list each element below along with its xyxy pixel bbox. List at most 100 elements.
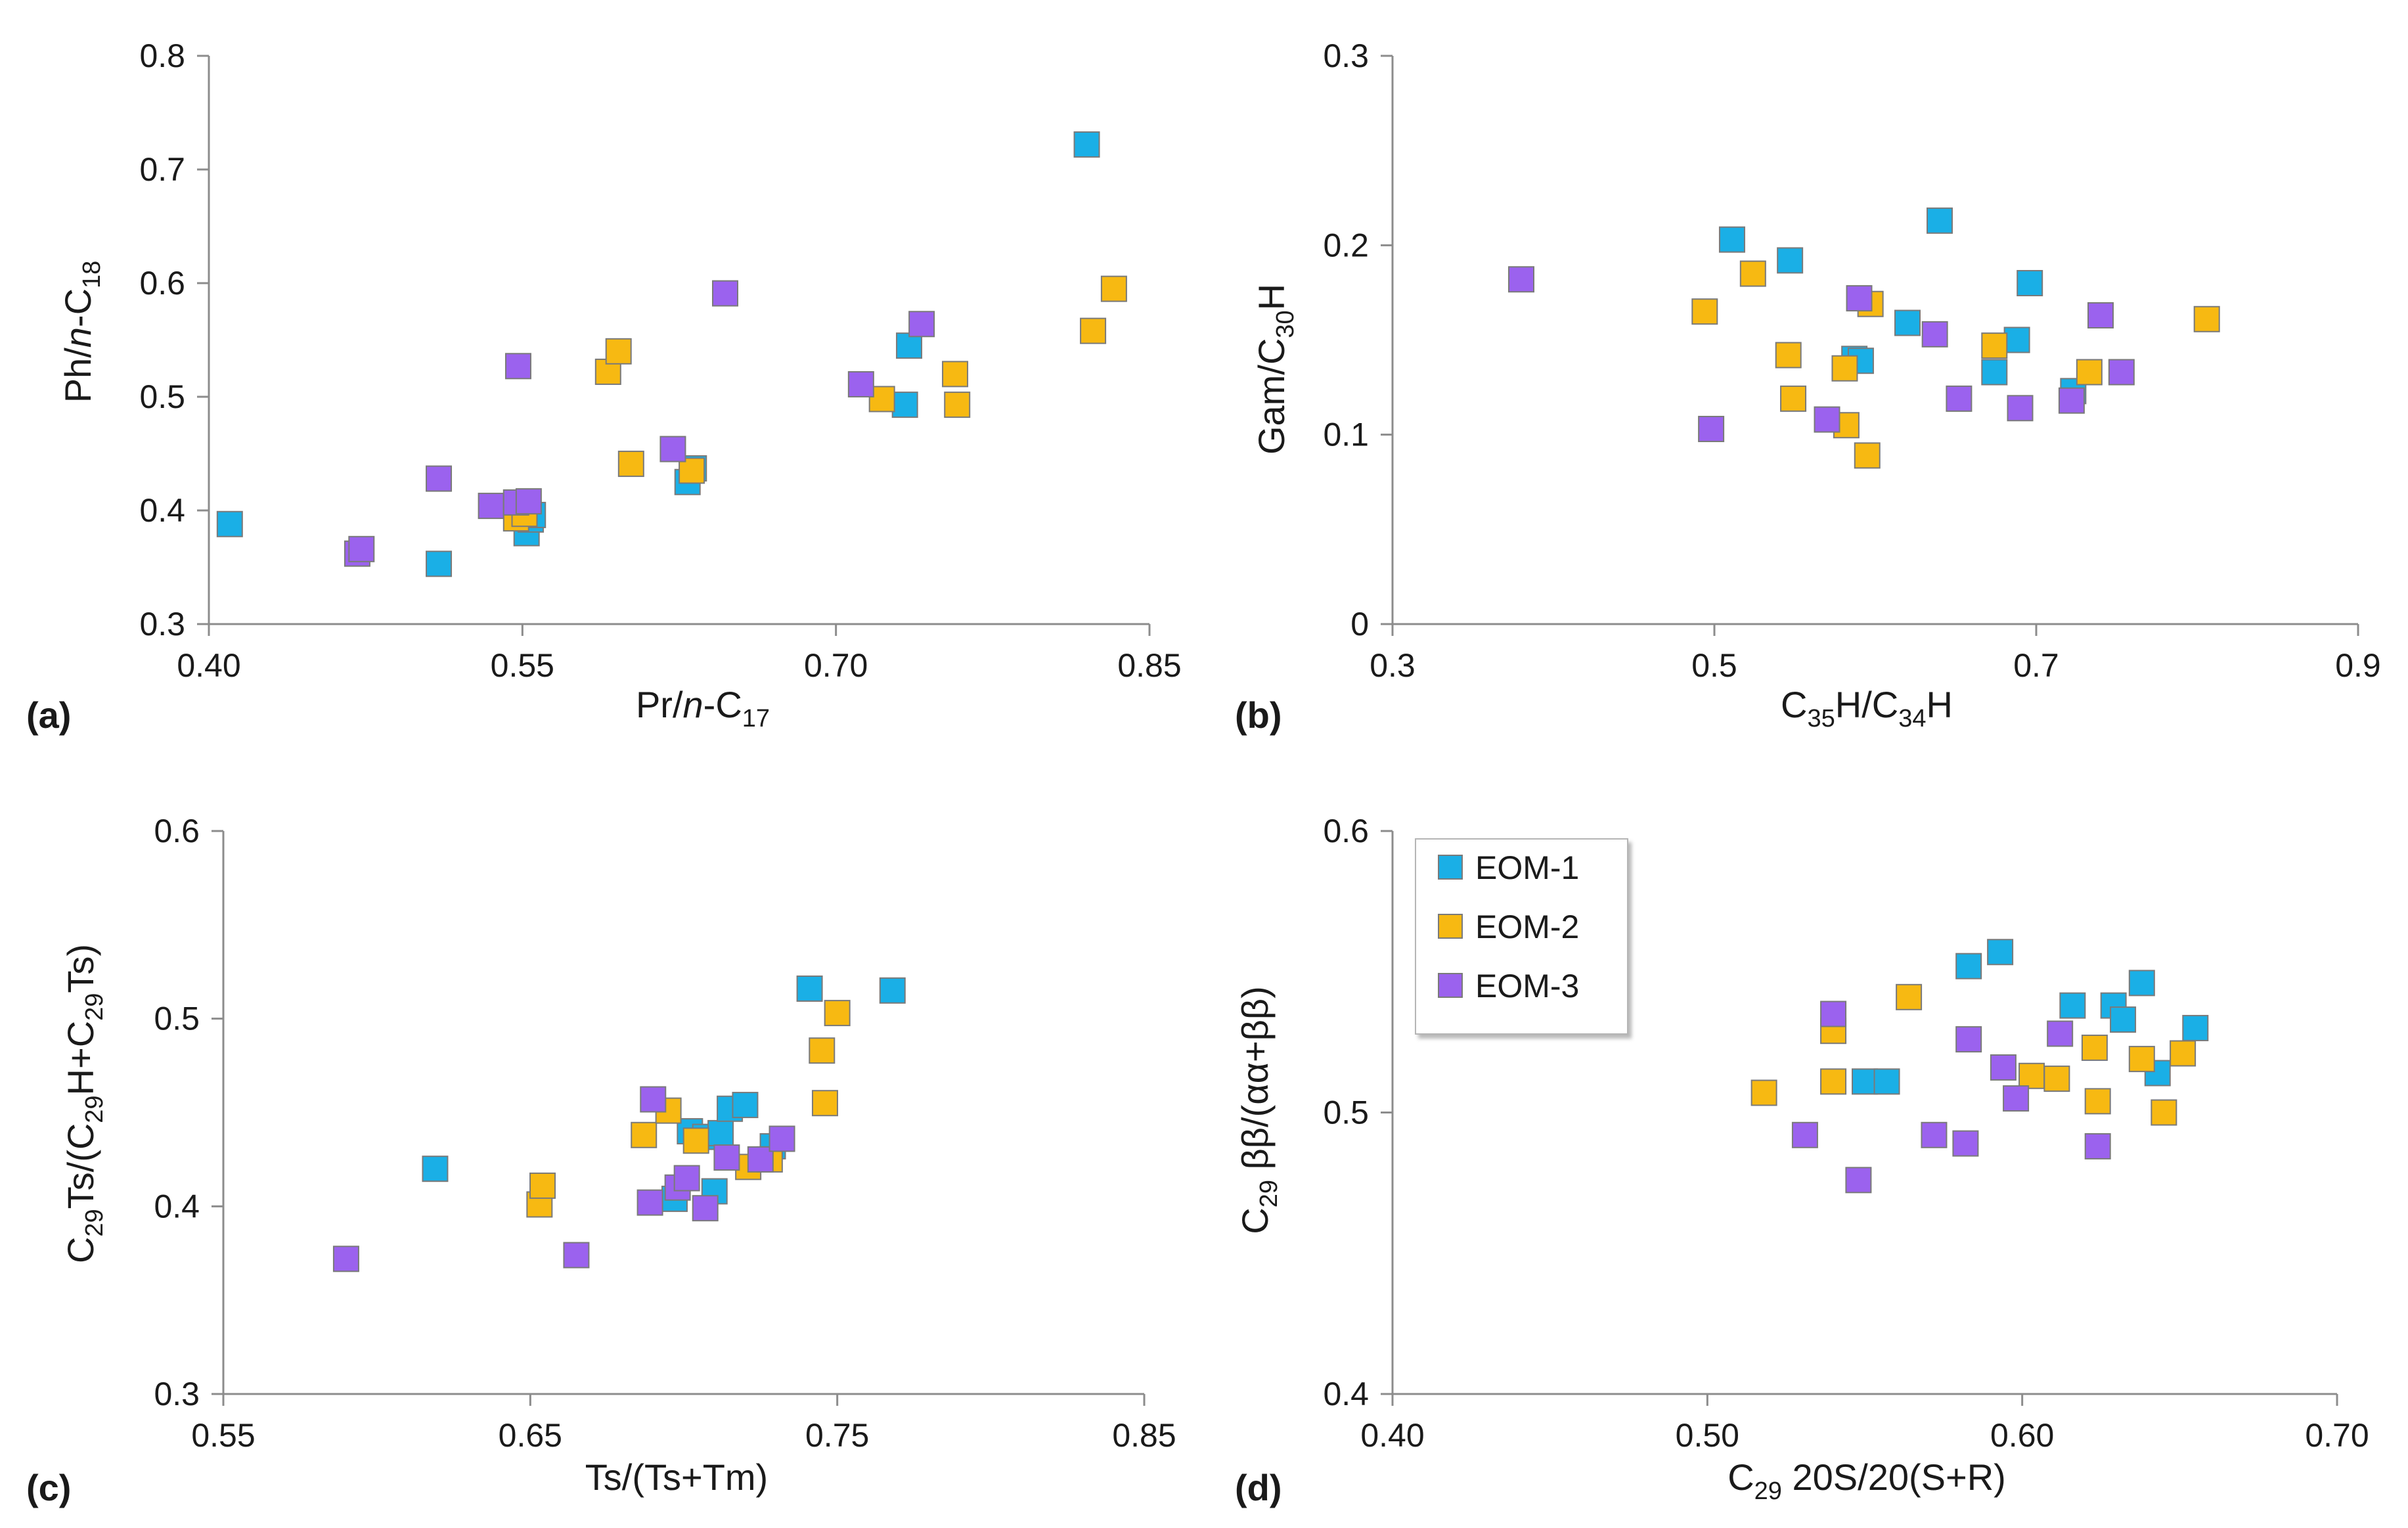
data-point-eom-3-a	[348, 535, 375, 562]
data-point-eom-1-d	[2128, 970, 2155, 997]
data-point-eom-3-b	[2087, 302, 2114, 329]
data-point-eom-2-c	[682, 1127, 709, 1154]
panel-d: 0.40 0.50 0.60 0.70 0.4 0.5 0.6 (d) C29 20S/20…	[1234, 813, 2369, 1508]
x-axis-label-c: Ts/(Ts+Tm)	[585, 1456, 768, 1498]
data-point-eom-1-c	[422, 1156, 449, 1182]
legend-swatch-eom-3	[1438, 973, 1463, 998]
data-point-eom-3-a	[659, 436, 686, 462]
y-axis-label-d: C29 ββ/(αα+ββ)	[1234, 986, 1283, 1234]
x-axis-label-a: Pr/n-C17	[636, 684, 770, 732]
data-point-eom-3-b	[1508, 266, 1534, 293]
x-tick-label-a: 0.55	[491, 647, 554, 684]
data-point-eom-3-b	[2058, 387, 2085, 414]
x-axis-label-d: C29 20S/20(S+R)	[1728, 1456, 2006, 1505]
data-point-eom-2-a	[605, 338, 632, 365]
data-point-eom-2-b	[1831, 355, 1858, 382]
y-tick-label-d: 0.4	[1323, 1376, 1369, 1412]
data-point-eom-2-c	[811, 1090, 838, 1117]
data-point-eom-1-d	[2110, 1006, 2137, 1033]
data-point-eom-3-c	[673, 1165, 700, 1192]
data-point-eom-1-b	[1894, 309, 1921, 336]
data-point-eom-2-b	[2193, 305, 2220, 332]
data-point-eom-3-d	[1845, 1167, 1872, 1194]
data-point-eom-2-d	[1750, 1079, 1777, 1106]
data-point-eom-1-d	[1852, 1068, 1878, 1095]
data-point-eom-1-d	[1873, 1068, 1900, 1095]
x-axis-label-b: C35H/C34H	[1781, 684, 1953, 732]
data-point-eom-1-a	[891, 392, 918, 418]
y-tick-label-a: 0.5	[139, 378, 185, 415]
data-point-eom-1-b	[1718, 226, 1745, 253]
data-point-eom-1-b	[1981, 359, 2008, 386]
y-tick-label-a: 0.4	[139, 492, 185, 529]
data-point-eom-3-c	[747, 1146, 774, 1173]
data-point-eom-3-c	[563, 1242, 590, 1269]
data-point-eom-2-b	[1981, 332, 2008, 359]
x-tick-label-a: 0.70	[804, 647, 868, 684]
x-tick-label-d: 0.70	[2305, 1417, 2369, 1454]
y-tick-label-c: 0.4	[154, 1188, 200, 1225]
data-point-eom-3-a	[515, 488, 542, 515]
data-point-eom-3-d	[1990, 1054, 2017, 1081]
y-tick-label-a: 0.6	[139, 265, 185, 302]
legend-label-eom-1: EOM-1	[1475, 849, 1579, 886]
data-point-eom-3-d	[2047, 1020, 2074, 1047]
data-point-eom-2-b	[1780, 385, 1807, 412]
x-tick-label-a: 0.85	[1117, 647, 1181, 684]
legend-item-eom-1: EOM-1	[1438, 849, 1579, 886]
x-tick-label-d: 0.50	[1676, 1417, 1739, 1454]
x-tick-label-a: 0.40	[177, 647, 240, 684]
y-tick-label-a: 0.8	[139, 37, 185, 74]
x-tick-label-b: 0.3	[1370, 647, 1416, 684]
data-point-eom-3-a	[712, 280, 739, 307]
data-point-eom-1-b	[1927, 207, 1953, 234]
data-point-eom-2-c	[809, 1037, 836, 1064]
data-point-eom-2-d	[2151, 1099, 2177, 1126]
data-point-eom-1-a	[1073, 131, 1100, 158]
data-point-eom-2-a	[1080, 317, 1107, 344]
data-point-eom-2-c	[529, 1172, 556, 1199]
panel-label-d: (d)	[1235, 1467, 1282, 1508]
data-point-eom-2-a	[1100, 275, 1127, 302]
data-point-eom-2-b	[1739, 260, 1766, 287]
data-point-eom-3-a	[478, 493, 504, 520]
legend-item-eom-3: EOM-3	[1438, 968, 1579, 1004]
y-tick-label-c: 0.5	[154, 1000, 200, 1037]
data-point-eom-2-d	[1896, 983, 1923, 1010]
data-point-eom-3-b	[1846, 285, 1873, 312]
panel-a: 0.40 0.55 0.70 0.85 0.3 0.4 0.5 0.6 0.7 0.8 (a) P…	[26, 37, 1182, 736]
legend-item-eom-2: EOM-2	[1438, 909, 1579, 945]
y-axis-label-c: C29Ts/(C29H+C29Ts)	[60, 944, 108, 1263]
data-point-eom-2-c	[631, 1121, 658, 1148]
data-point-eom-3-d	[1952, 1130, 1979, 1157]
data-point-eom-3-d	[2003, 1085, 2030, 1112]
data-point-eom-2-b	[1691, 298, 1718, 325]
data-point-eom-3-c	[636, 1189, 663, 1216]
data-point-eom-2-b	[2076, 359, 2103, 386]
data-point-eom-3-b	[2007, 395, 2034, 422]
y-tick-label-c: 0.3	[154, 1376, 200, 1412]
data-point-eom-3-c	[640, 1086, 667, 1113]
legend-swatch-eom-1	[1438, 855, 1463, 880]
data-point-eom-1-d	[1955, 953, 1982, 979]
x-tick-label-c: 0.65	[499, 1417, 562, 1454]
y-tick-label-d: 0.5	[1323, 1094, 1369, 1131]
data-point-eom-1-c	[707, 1119, 734, 1146]
data-point-eom-2-d	[2081, 1034, 2108, 1061]
data-point-eom-3-b	[2108, 359, 2135, 386]
data-point-eom-2-d	[2084, 1088, 2111, 1115]
y-tick-label-a: 0.7	[139, 151, 185, 188]
data-point-eom-2-d	[2018, 1062, 2045, 1089]
data-point-eom-3-c	[332, 1246, 359, 1272]
data-point-eom-2-b	[1854, 442, 1881, 469]
data-point-eom-3-a	[504, 353, 531, 380]
panel-label-a: (a)	[26, 694, 71, 736]
data-point-eom-3-c	[769, 1125, 795, 1152]
data-point-eom-3-c	[713, 1144, 740, 1171]
data-point-eom-2-a	[617, 451, 644, 478]
legend: EOM-1 EOM-2 EOM-3	[1415, 838, 1628, 1035]
data-point-eom-3-b	[1698, 416, 1725, 443]
data-point-eom-3-c	[692, 1195, 719, 1222]
data-point-eom-1-c	[879, 977, 906, 1004]
data-point-eom-3-d	[1791, 1121, 1818, 1148]
